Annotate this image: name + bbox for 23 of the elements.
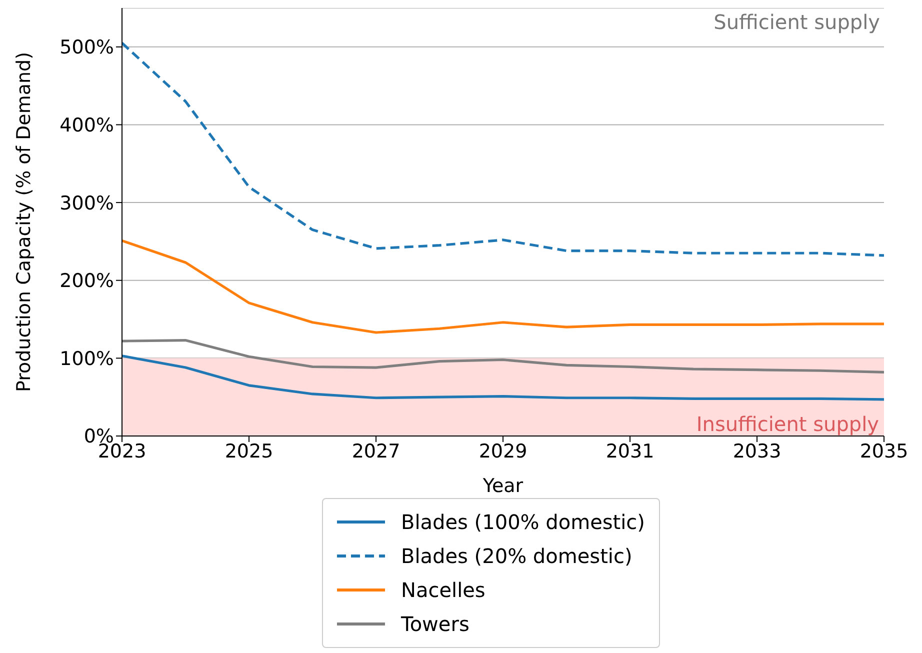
- y-tick-label: 500%: [60, 36, 114, 59]
- x-tick-label: 2029: [478, 440, 528, 462]
- x-tick-label: 2031: [606, 440, 654, 462]
- y-tick-label: 100%: [60, 348, 114, 370]
- line-series: [122, 42, 884, 257]
- legend-label: Blades (100% domestic): [401, 510, 645, 534]
- x-axis-title: Year: [482, 475, 524, 497]
- x-tick-label: 2027: [352, 440, 400, 462]
- line-series: [122, 338, 884, 374]
- line-series: [122, 239, 884, 334]
- line-series: [122, 354, 884, 401]
- annotation: Sufficient supply: [714, 10, 880, 34]
- legend-label: Towers: [401, 612, 470, 636]
- legend-label: Nacelles: [401, 578, 486, 602]
- band-label: Insufficient supply: [696, 412, 880, 436]
- x-tick-label: 2033: [732, 440, 782, 462]
- y-tick-label: 400%: [60, 114, 114, 136]
- legend-label: Blades (20% domestic): [401, 544, 632, 568]
- y-axis-title: Production Capacity (% of Demand): [13, 52, 35, 392]
- y-tick-label: 300%: [60, 192, 114, 214]
- x-tick-label: 2035: [860, 440, 908, 462]
- x-tick-label: 2025: [224, 440, 274, 462]
- y-tick-label: 200%: [60, 270, 114, 292]
